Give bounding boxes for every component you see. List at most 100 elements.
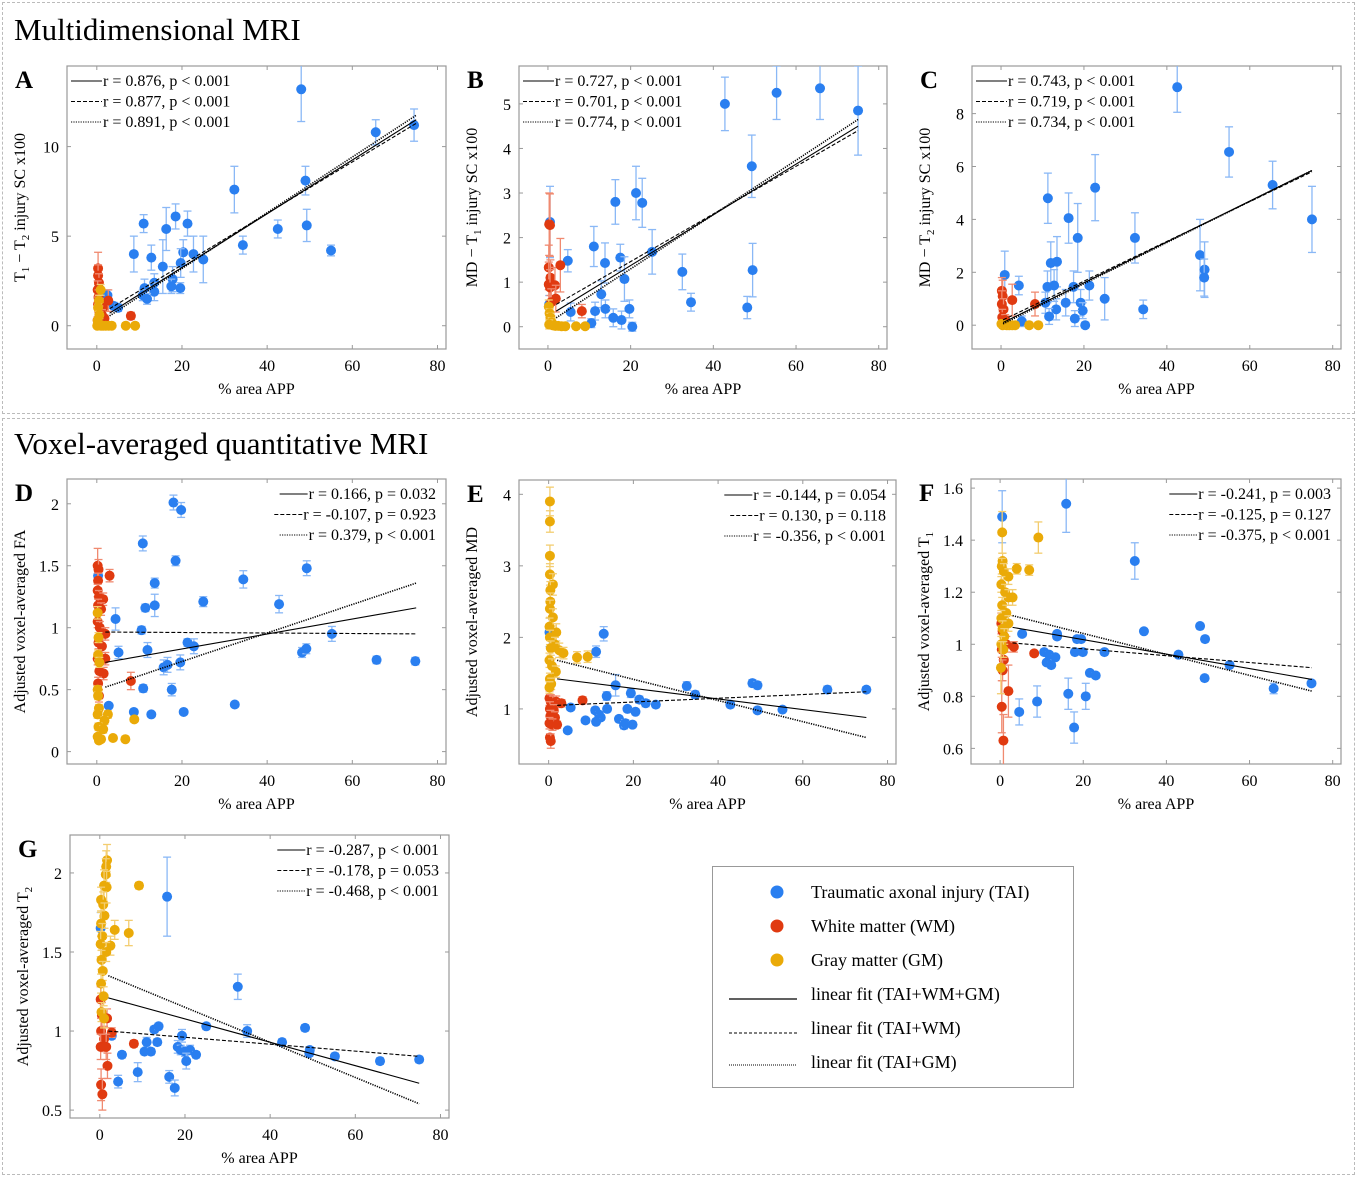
x-tick-label: 60 — [1242, 773, 1258, 790]
x-tick-label: 80 — [871, 358, 887, 375]
data-point-tai — [301, 563, 312, 574]
stat-text: r = -0.375, p < 0.001 — [1198, 527, 1331, 544]
plot-area — [995, 479, 1317, 764]
data-point-tai — [580, 715, 591, 726]
y-tick-label: 1.6 — [943, 481, 963, 498]
data-point-tai — [1069, 313, 1080, 324]
data-point-wm — [576, 306, 587, 317]
data-point-gm — [97, 931, 108, 942]
data-point-gm — [997, 527, 1008, 538]
data-point-tai — [145, 1046, 156, 1057]
data-point-tai — [176, 504, 187, 515]
data-point-tai — [161, 223, 172, 234]
stat-text: r = -0.107, p = 0.923 — [303, 507, 436, 524]
data-point-wm — [106, 1027, 117, 1038]
tai-marker-icon — [770, 885, 784, 899]
x-tick-label: 40 — [1158, 773, 1174, 790]
data-point-gm — [1033, 320, 1044, 331]
data-point-tai — [175, 657, 186, 668]
y-tick-label: 1.4 — [943, 533, 963, 550]
data-point-tai — [1090, 670, 1101, 681]
data-point-gm — [123, 928, 134, 939]
data-point-tai — [178, 706, 189, 717]
data-point-tai — [1129, 232, 1140, 243]
y-tick-label: 0 — [956, 318, 964, 335]
x-axis-label: % area APP — [1118, 381, 1195, 398]
data-point-gm — [92, 607, 103, 618]
x-axis-label: % area APP — [1118, 796, 1195, 813]
data-point-wm — [125, 310, 136, 321]
stat-text: r = 0.719, p < 0.001 — [1008, 94, 1135, 111]
data-point-gm — [95, 284, 106, 295]
data-point-tai — [128, 706, 139, 717]
x-tick-label: 40 — [262, 1127, 278, 1144]
x-axis-label: % area APP — [218, 796, 295, 813]
data-point-tai — [146, 252, 157, 263]
data-point-wm — [1008, 641, 1019, 652]
data-point-tai — [166, 281, 177, 292]
x-tick-label: 60 — [344, 358, 360, 375]
x-axis-label: % area APP — [221, 1150, 298, 1167]
data-point-tai — [1129, 555, 1140, 566]
data-point-tai — [229, 699, 240, 710]
data-point-tai — [1080, 320, 1091, 331]
plot-area — [95, 843, 425, 1111]
data-point-tai — [630, 706, 641, 717]
y-tick-label: 8 — [956, 107, 964, 124]
x-tick-label: 20 — [1076, 358, 1092, 375]
y-tick-label: 0 — [503, 320, 511, 337]
data-point-tai — [625, 688, 636, 699]
data-point-tai — [152, 1037, 163, 1048]
legend-item-fit-tai-wm: linear fit (TAI+WM) — [713, 1013, 1073, 1043]
y-tick-label: 0.6 — [943, 741, 963, 758]
data-point-tai — [631, 188, 642, 199]
plot-frame — [518, 65, 888, 350]
section-title-voxel-averaged: Voxel-averaged quantitative MRI — [14, 426, 429, 461]
data-point-tai — [1052, 631, 1063, 642]
data-point-tai — [113, 647, 124, 658]
data-point-tai — [138, 683, 149, 694]
y-axis-label: Adjusted voxel-averaged FA — [12, 529, 29, 713]
plot-frame — [66, 65, 447, 350]
data-point-tai — [719, 98, 730, 109]
y-tick-label: 2 — [956, 265, 964, 282]
data-point-tai — [1013, 280, 1024, 291]
data-point-gm — [545, 643, 556, 654]
y-axis-label: MD − T2 injury SC x100 — [917, 128, 937, 288]
data-point-tai — [596, 289, 607, 300]
data-point-tai — [591, 646, 602, 657]
chart-panel-f: 0 20 40 60 80 0.6 0.8 1 1.2 1.4 1.6 % area APP Adjus… — [916, 478, 1342, 813]
legend-label: linear fit (TAI+WM+GM) — [811, 984, 1000, 1004]
x-tick-label: 80 — [429, 358, 445, 375]
y-tick-label: 0.5 — [42, 1103, 62, 1120]
data-point-gm — [1033, 532, 1044, 543]
section-title-multidimensional: Multidimensional MRI — [14, 12, 301, 47]
panel-label: A — [15, 67, 33, 94]
legend-label: Traumatic axonal injury (TAI) — [811, 882, 1030, 902]
stat-text: r = -0.287, p < 0.001 — [306, 842, 439, 859]
y-tick-label: 3 — [503, 186, 511, 203]
data-point-tai — [1268, 683, 1279, 694]
x-tick-label: 60 — [347, 1127, 363, 1144]
data-point-tai — [326, 628, 337, 639]
stat-text: r = 0.876, p < 0.001 — [103, 73, 230, 90]
fit-line-dashed — [1002, 171, 1313, 321]
data-point-tai — [103, 700, 114, 711]
legend-label: Gray matter (GM) — [811, 950, 943, 970]
stat-text: r = 0.727, p < 0.001 — [555, 73, 682, 90]
y-tick-label: 4 — [503, 141, 511, 158]
y-tick-label: 6 — [956, 160, 964, 177]
data-point-gm — [93, 690, 104, 701]
y-tick-label: 4 — [503, 487, 511, 504]
data-point-gm — [94, 657, 105, 668]
data-point-wm — [93, 575, 104, 586]
data-point-gm — [544, 516, 555, 527]
y-tick-label: 1 — [503, 702, 511, 719]
legend: Traumatic axonal injury (TAI) White matt… — [712, 866, 1074, 1088]
data-point-gm — [572, 652, 583, 663]
y-tick-label: 0.8 — [943, 689, 963, 706]
plot-area — [996, 66, 1317, 331]
y-tick-label: 1 — [955, 637, 963, 654]
x-tick-label: 80 — [432, 1127, 448, 1144]
x-tick-label: 40 — [1159, 358, 1175, 375]
